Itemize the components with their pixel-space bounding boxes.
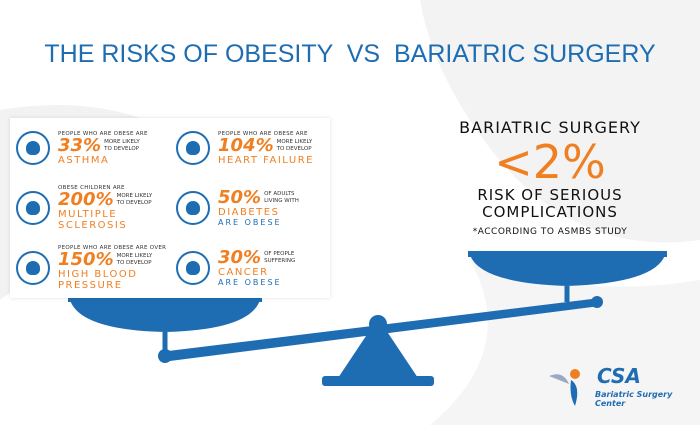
risk-row: 33% MORE LIKELY TO DEVELOP: [58, 134, 170, 156]
risk-item: 30% OF PEOPLE SUFFERING CANCER ARE OBESE: [170, 238, 330, 298]
left-pan: [70, 300, 260, 332]
risk-condition: HEART FAILURE: [218, 154, 314, 166]
risk-icon: [16, 251, 50, 285]
risk-text: OBESE CHILDREN ARE 200% MORE LIKELY TO DEV…: [58, 185, 170, 231]
risk-icon: [16, 131, 50, 165]
risk-row: 30% OF PEOPLE SUFFERING: [218, 249, 330, 267]
risk-figure: 104%: [218, 134, 274, 156]
surgery-heading: BARIATRIC SURGERY: [459, 118, 641, 137]
risk-tail: ARE OBESE: [218, 278, 282, 287]
risk-text: 30% OF PEOPLE SUFFERING CANCER ARE OBESE: [218, 249, 330, 288]
risk-lead: PEOPLE WHO ARE OBESE ARE: [218, 130, 308, 137]
risk-text: PEOPLE WHO ARE OBESE ARE 33% MORE LIKELY T…: [58, 131, 170, 166]
risk-condition: HIGH BLOOD PRESSURE: [58, 269, 138, 291]
risk-condition: MULTIPLE SCLEROSIS: [58, 209, 128, 231]
risk-icon: [176, 251, 210, 285]
risk-figure: 150%: [58, 249, 114, 270]
risk-item: PEOPLE WHO ARE OBESE ARE 33% MORE LIKELY T…: [10, 118, 170, 178]
risk-note: OF ADULTS LIVING WITH: [264, 191, 299, 204]
risk-item: PEOPLE WHO ARE OBESE ARE OVER 150% MORE LI…: [10, 238, 170, 298]
risk-figure: 50%: [218, 187, 262, 208]
surgery-figure: <2%: [494, 135, 606, 189]
risk-note: MORE LIKELY TO DEVELOP: [116, 253, 153, 266]
risk-figure: 200%: [58, 189, 114, 210]
surgery-source: *ACCORDING TO ASMBS STUDY: [472, 227, 628, 237]
risk-figure: 30%: [218, 247, 262, 268]
right-pan: [470, 255, 665, 286]
risk-icon: [16, 191, 50, 225]
risk-lead: PEOPLE WHO ARE OBESE ARE: [58, 130, 148, 137]
risk-note: MORE LIKELY TO DEVELOP: [276, 138, 313, 152]
risk-row: 104% MORE LIKELY TO DEVELOP: [218, 134, 330, 156]
surgery-caption: RISK OF SERIOUS COMPLICATIONS: [477, 186, 623, 221]
risk-item: OBESE CHILDREN ARE 200% MORE LIKELY TO DEV…: [10, 178, 170, 238]
surgery-box: BARIATRIC SURGERY <2% RISK OF SERIOUS CO…: [445, 118, 655, 237]
risk-item: PEOPLE WHO ARE OBESE ARE 104% MORE LIKELY …: [170, 118, 330, 178]
logo-name: Bariatric Surgery Center: [595, 390, 673, 408]
logo-mark: CSA: [597, 364, 641, 388]
risk-note: MORE LIKELY TO DEVELOP: [116, 193, 153, 206]
risk-row: 150% MORE LIKELY TO DEVELOP: [58, 251, 170, 269]
logo: CSA Bariatric Surgery Center: [545, 362, 695, 412]
risk-note: MORE LIKELY TO DEVELOP: [104, 138, 140, 152]
risk-text: 50% OF ADULTS LIVING WITH DIABETES ARE OBES…: [218, 189, 330, 228]
risk-condition: DIABETES: [218, 207, 280, 218]
risk-row: 50% OF ADULTS LIVING WITH: [218, 189, 330, 207]
risk-note: OF PEOPLE SUFFERING: [264, 251, 296, 264]
risk-text: PEOPLE WHO ARE OBESE ARE 104% MORE LIKELY …: [218, 131, 330, 166]
risk-tail: ARE OBESE: [218, 218, 282, 227]
risk-figure: 33%: [58, 134, 102, 156]
title: THE RISKS OF OBESITY VS BARIATRIC SURGER…: [44, 40, 656, 68]
risk-condition: ASTHMA: [58, 154, 110, 166]
risk-condition: CANCER: [218, 267, 269, 278]
risk-lead: OBESE CHILDREN ARE: [58, 185, 125, 191]
logo-icon: [549, 369, 580, 406]
risk-item: 50% OF ADULTS LIVING WITH DIABETES ARE OBES…: [170, 178, 330, 238]
risk-panel: PEOPLE WHO ARE OBESE ARE 33% MORE LIKELY T…: [10, 118, 330, 298]
risk-lead: PEOPLE WHO ARE OBESE ARE OVER: [58, 245, 167, 251]
risk-text: PEOPLE WHO ARE OBESE ARE OVER 150% MORE LI…: [58, 245, 170, 291]
risk-row: 200% MORE LIKELY TO DEVELOP: [58, 191, 170, 209]
risk-icon: [176, 131, 210, 165]
risk-icon: [176, 191, 210, 225]
fulcrum: [338, 318, 418, 378]
